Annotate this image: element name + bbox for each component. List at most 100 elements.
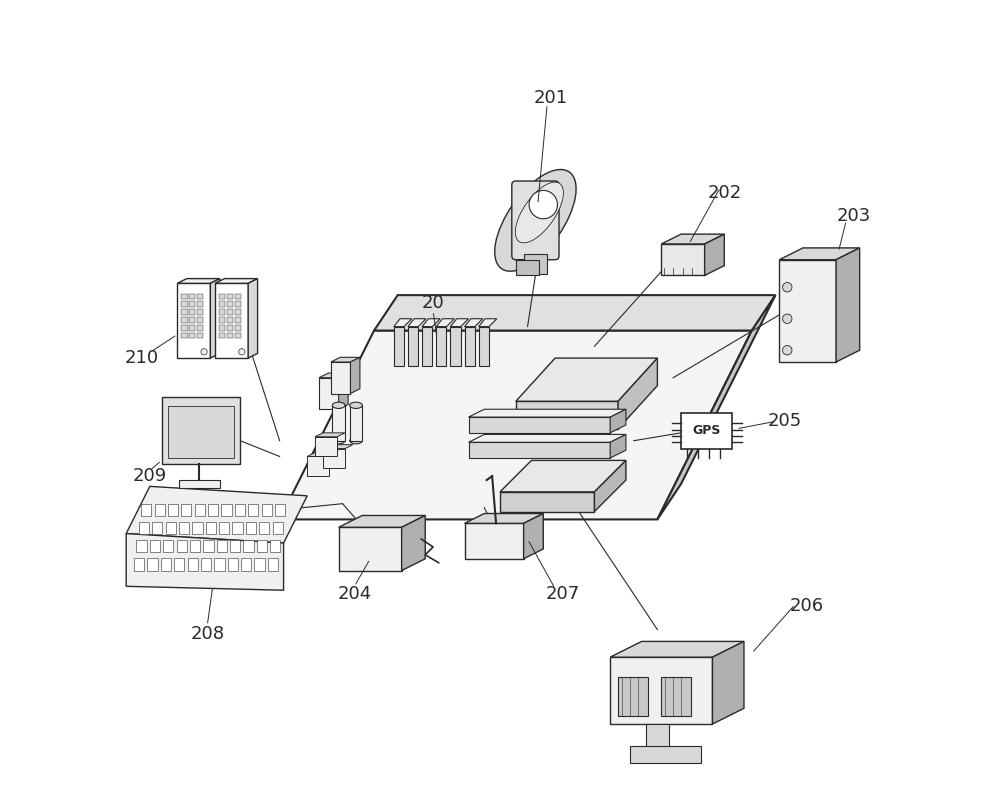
Bar	[206, 522, 216, 534]
Polygon shape	[524, 514, 543, 559]
Polygon shape	[331, 362, 350, 394]
Polygon shape	[465, 523, 524, 559]
Polygon shape	[126, 486, 307, 543]
Bar	[161, 558, 171, 571]
Text: 202: 202	[707, 184, 741, 201]
Bar	[219, 325, 225, 331]
Bar	[661, 677, 691, 716]
Text: 209: 209	[133, 467, 167, 485]
Circle shape	[239, 349, 245, 355]
Bar	[197, 333, 203, 338]
Text: 20: 20	[422, 294, 444, 312]
Text: 204: 204	[337, 586, 372, 603]
Ellipse shape	[350, 402, 362, 408]
Bar	[189, 333, 195, 338]
Bar	[197, 325, 203, 331]
Circle shape	[201, 349, 207, 355]
Bar	[179, 522, 189, 534]
Bar	[134, 558, 144, 571]
Polygon shape	[422, 327, 432, 366]
Bar	[243, 540, 254, 552]
Bar	[195, 504, 205, 516]
Polygon shape	[610, 657, 712, 724]
Bar	[235, 294, 241, 299]
Circle shape	[783, 314, 792, 323]
Bar	[162, 397, 240, 464]
Bar	[241, 558, 251, 571]
Bar	[257, 540, 267, 552]
Ellipse shape	[332, 438, 345, 444]
Polygon shape	[465, 319, 483, 327]
Bar	[268, 558, 278, 571]
Bar	[147, 558, 158, 571]
Text: GPS: GPS	[692, 424, 721, 438]
Polygon shape	[610, 409, 626, 433]
Polygon shape	[339, 515, 425, 527]
Bar	[181, 317, 188, 323]
Bar	[215, 283, 248, 358]
Bar	[181, 333, 188, 338]
Bar	[203, 540, 214, 552]
Ellipse shape	[332, 402, 345, 408]
FancyBboxPatch shape	[512, 181, 559, 260]
Polygon shape	[339, 373, 348, 409]
Polygon shape	[436, 319, 454, 327]
Bar	[190, 540, 200, 552]
Bar	[141, 504, 151, 516]
Polygon shape	[516, 401, 618, 429]
Bar	[189, 294, 195, 299]
Bar	[235, 333, 241, 338]
Polygon shape	[215, 279, 258, 283]
Bar	[275, 504, 285, 516]
Bar	[235, 504, 245, 516]
Bar	[214, 558, 225, 571]
Bar	[273, 522, 283, 534]
Bar	[227, 325, 233, 331]
Bar	[150, 540, 160, 552]
Bar	[230, 540, 240, 552]
Bar	[181, 325, 188, 331]
Text: 208: 208	[190, 625, 224, 642]
Polygon shape	[661, 244, 705, 275]
Bar	[235, 301, 241, 307]
Bar	[179, 480, 220, 488]
Bar	[189, 317, 195, 323]
Bar	[163, 540, 173, 552]
Polygon shape	[126, 534, 284, 590]
Polygon shape	[450, 327, 461, 366]
Polygon shape	[323, 449, 345, 468]
Ellipse shape	[350, 438, 362, 444]
Bar	[228, 558, 238, 571]
Polygon shape	[436, 327, 446, 366]
Polygon shape	[610, 641, 744, 657]
Bar	[177, 283, 210, 358]
Polygon shape	[319, 373, 348, 378]
Polygon shape	[646, 724, 669, 748]
Bar	[681, 413, 732, 449]
Polygon shape	[594, 460, 626, 512]
Polygon shape	[500, 492, 594, 512]
Polygon shape	[394, 319, 412, 327]
Polygon shape	[661, 235, 724, 244]
Polygon shape	[315, 433, 345, 437]
Bar	[227, 317, 233, 323]
Bar	[177, 540, 187, 552]
Polygon shape	[705, 235, 724, 275]
Polygon shape	[177, 279, 220, 283]
Bar	[248, 504, 258, 516]
Text: 206: 206	[790, 597, 824, 615]
Polygon shape	[479, 327, 489, 366]
Bar	[174, 558, 184, 571]
Polygon shape	[210, 279, 220, 358]
Polygon shape	[465, 514, 543, 523]
Bar	[630, 746, 701, 763]
Bar	[168, 406, 234, 458]
Polygon shape	[516, 260, 539, 275]
Polygon shape	[450, 319, 469, 327]
Bar	[189, 325, 195, 331]
Polygon shape	[469, 442, 610, 458]
Bar	[197, 317, 203, 323]
Bar	[219, 522, 229, 534]
Bar	[181, 301, 188, 307]
Polygon shape	[374, 295, 775, 331]
